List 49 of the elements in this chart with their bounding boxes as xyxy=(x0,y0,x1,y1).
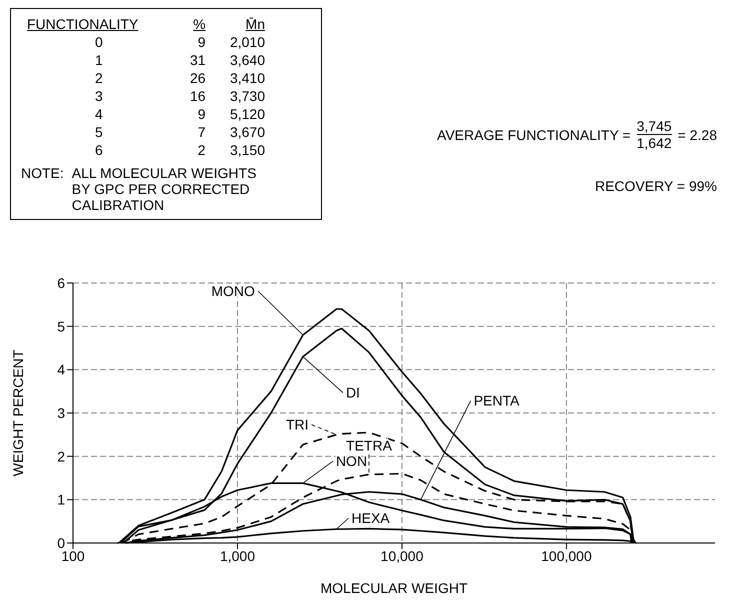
x-axis-title: MOLECULAR WEIGHT xyxy=(320,580,468,596)
y-axis-title: WEIGHT PERCENT xyxy=(10,349,26,476)
series-label: NON xyxy=(336,453,368,470)
text: 26 xyxy=(188,69,207,87)
text: % xyxy=(192,15,207,33)
text: MONO xyxy=(211,283,256,299)
y-tick-label: 5 xyxy=(57,318,66,334)
text: 3,640 xyxy=(228,51,266,69)
series-label: DI xyxy=(346,384,360,401)
text: 2 xyxy=(94,69,104,87)
text: RECOVERY = 99% xyxy=(594,178,717,194)
text: 31 xyxy=(188,51,207,69)
text: 9 xyxy=(196,33,207,51)
text: 16 xyxy=(188,87,207,105)
text: 6 xyxy=(94,141,104,159)
text: 3,670 xyxy=(228,123,266,141)
text: 1,642 xyxy=(636,135,672,151)
y-tick-label: 3 xyxy=(57,405,66,421)
text: AVERAGE FUNCTIONALITY = xyxy=(437,126,631,142)
x-tick-label: 100,000 xyxy=(541,548,592,564)
text: 3,745 xyxy=(636,118,672,135)
y-tick-label: 4 xyxy=(57,362,66,378)
y-tick-label: 6 xyxy=(57,275,66,291)
text: 7 xyxy=(196,123,207,141)
y-tick-label: 1 xyxy=(57,492,66,508)
text: M̄n xyxy=(244,15,266,33)
x-tick-label: 1,000 xyxy=(220,548,256,564)
legend-label: TRI xyxy=(286,416,309,433)
text: 0 xyxy=(94,33,104,51)
text: 2,010 xyxy=(228,33,266,51)
text: FUNCTIONALITY xyxy=(26,15,140,33)
text: 5 xyxy=(94,123,104,141)
text: 2 xyxy=(196,141,207,159)
series-label: HEXA xyxy=(352,510,390,526)
text: PENTA xyxy=(474,392,520,409)
text: ALL MOLECULAR WEIGHTS BY GPC PER CORRECTED CALIBRATION xyxy=(72,165,258,213)
x-tick-label: 10,000 xyxy=(380,548,424,564)
text: 3,150 xyxy=(228,141,266,159)
series-label: TETRA xyxy=(346,438,393,454)
text: 4 xyxy=(94,105,104,123)
text: NOTE: xyxy=(21,165,64,183)
text: 3,730 xyxy=(228,87,266,105)
text: 1 xyxy=(94,51,104,69)
text: = 2.28 xyxy=(678,126,717,142)
text: 9 xyxy=(196,105,207,123)
text: 5,120 xyxy=(228,105,266,123)
text: 3,410 xyxy=(228,69,266,87)
y-tick-label: 2 xyxy=(57,448,66,464)
text: 3 xyxy=(94,87,104,105)
